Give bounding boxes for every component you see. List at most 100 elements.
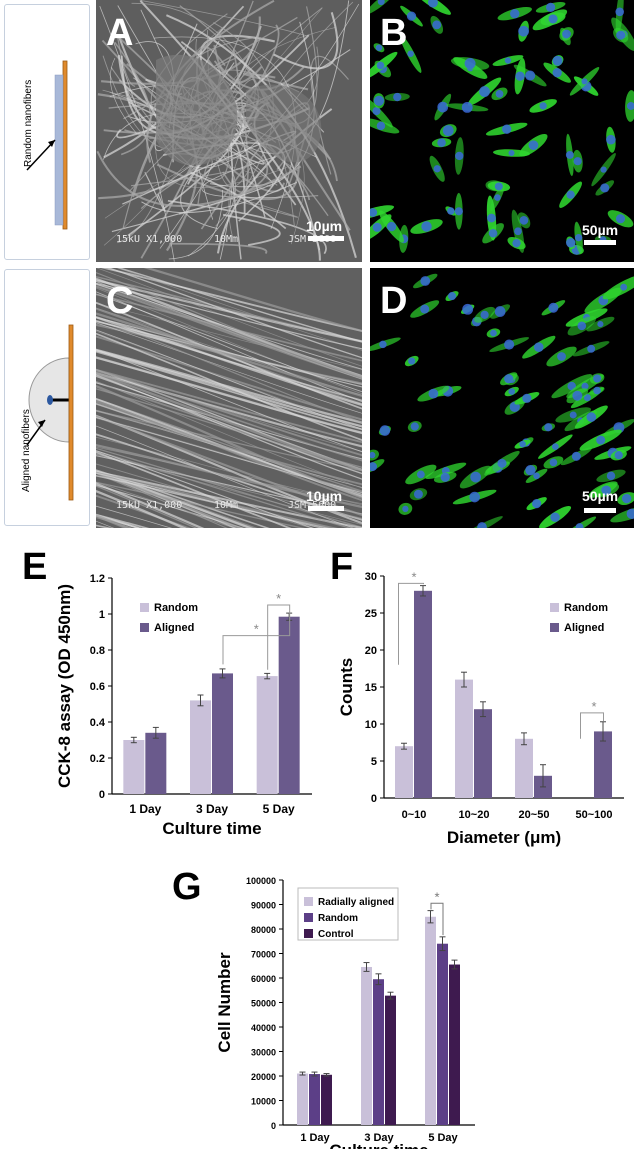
fiber	[96, 285, 362, 380]
schematic-random: Random nanofibers	[4, 4, 90, 260]
cell-nucleus	[593, 374, 602, 383]
schematic-label: Random nanofibers	[23, 79, 34, 167]
bar	[414, 590, 432, 798]
y-tick-label: 90000	[251, 901, 276, 911]
cell-nucleus	[583, 394, 591, 402]
cell-nucleus	[372, 222, 382, 232]
bar	[309, 1074, 320, 1125]
cell-nucleus	[528, 140, 539, 151]
significance-star: *	[254, 622, 259, 637]
cell-nucleus	[577, 321, 587, 331]
schematic-label: Aligned nanofibers	[21, 409, 32, 492]
y-tick-label: 30	[365, 571, 377, 583]
chart-g: 0 10000 20000 30000 40000 50000 60000 70000 8000…	[215, 876, 475, 1149]
significance-bracket	[267, 604, 291, 670]
cell-nucleus	[571, 451, 581, 461]
fiber	[96, 316, 362, 388]
legend-label: Radially aligned	[318, 897, 394, 908]
y-tick-label: 0.8	[90, 645, 105, 657]
fiber	[96, 329, 362, 430]
fiber	[96, 268, 362, 367]
cell-nucleus	[490, 329, 497, 337]
legend-swatch	[304, 897, 313, 906]
fiber	[96, 514, 133, 528]
fiber	[96, 356, 362, 435]
cell-nucleus	[386, 221, 397, 232]
significance-star: *	[434, 889, 439, 904]
fiber-texture	[96, 268, 362, 528]
fiber	[96, 293, 362, 362]
cell-nucleus	[420, 304, 430, 314]
cell-nucleus	[549, 458, 558, 467]
cell-nucleus	[508, 388, 516, 395]
scale-bar-label: 50µm	[582, 488, 619, 504]
fiber	[96, 332, 362, 441]
cell-body	[156, 54, 238, 166]
fiber	[310, 55, 349, 175]
fiber	[96, 505, 173, 528]
fiber	[109, 57, 137, 134]
cell-nucleus	[597, 321, 604, 328]
cell-nucleus	[442, 125, 454, 137]
fiber	[201, 155, 319, 198]
legend-label: Aligned	[154, 622, 194, 634]
chart-e: 0 0.2 0.4 0.6 0.8 1 1.2 1 Day 3 Day 5 DayCulture …	[55, 573, 312, 838]
cell-nucleus	[515, 71, 525, 81]
x-tick-label: 1 Day	[300, 1132, 330, 1144]
cell-nucleus	[379, 340, 387, 349]
cell-nucleus	[464, 58, 476, 70]
cell-nucleus	[565, 151, 574, 159]
cell-nucleus	[620, 283, 628, 291]
cell-nucleus	[480, 310, 489, 319]
cell-nucleus	[437, 138, 446, 147]
fiber	[96, 472, 228, 528]
scale-bar	[584, 240, 616, 245]
y-tick-label: 100000	[246, 876, 276, 886]
y-tick-label: 40000	[251, 1023, 276, 1033]
cell-nucleus	[606, 134, 616, 145]
cell-nucleus	[497, 458, 507, 468]
cell-nucleus	[518, 25, 529, 37]
cell-nucleus	[469, 491, 480, 503]
cell-nucleus	[552, 55, 563, 66]
sem-meta-left: 15kU X1,000	[116, 500, 183, 511]
legend-swatch	[140, 623, 149, 632]
fiber	[96, 444, 362, 509]
fiber	[107, 268, 362, 359]
cell-nucleus	[621, 493, 632, 504]
chart-f-letter: F	[330, 546, 354, 588]
sem-meta-mid: 10Mm	[214, 234, 239, 245]
x-tick-label: 3 Day	[196, 802, 228, 816]
x-tick-label: 50~100	[575, 809, 612, 821]
fiber	[96, 319, 362, 402]
cell-nucleus	[525, 464, 536, 476]
cell-nucleus	[440, 472, 450, 482]
cell-nucleus	[494, 306, 506, 317]
cell-nucleus	[533, 472, 540, 480]
cell-nucleus	[510, 9, 520, 19]
fiber	[117, 37, 136, 87]
cell-nucleus	[581, 78, 588, 85]
fiber	[111, 176, 286, 233]
cell-nucleus	[433, 165, 441, 173]
fiber	[96, 150, 302, 207]
fiber	[222, 213, 281, 246]
scale-bar	[308, 236, 344, 241]
cell-nucleus	[376, 61, 385, 70]
cell-nucleus	[539, 102, 547, 110]
fiber	[96, 470, 254, 528]
sem-meta-left: 15kU X1,000	[116, 234, 183, 245]
y-tick-label: 0.4	[90, 717, 106, 729]
cell-nucleus	[393, 92, 402, 102]
fiber	[96, 368, 362, 444]
cell-nucleus	[455, 151, 464, 161]
cell-nucleus	[420, 276, 431, 286]
y-tick-label: 1.2	[90, 573, 105, 585]
bar	[594, 731, 612, 798]
cell-nucleus	[508, 149, 515, 157]
fluorescence-image-aligned: D 50µm	[370, 268, 634, 528]
cell-texture	[370, 273, 634, 528]
cell-nucleus	[408, 357, 416, 365]
significance-star: *	[411, 569, 416, 584]
y-axis-label: CCK-8 assay (OD 450nm)	[55, 584, 74, 788]
